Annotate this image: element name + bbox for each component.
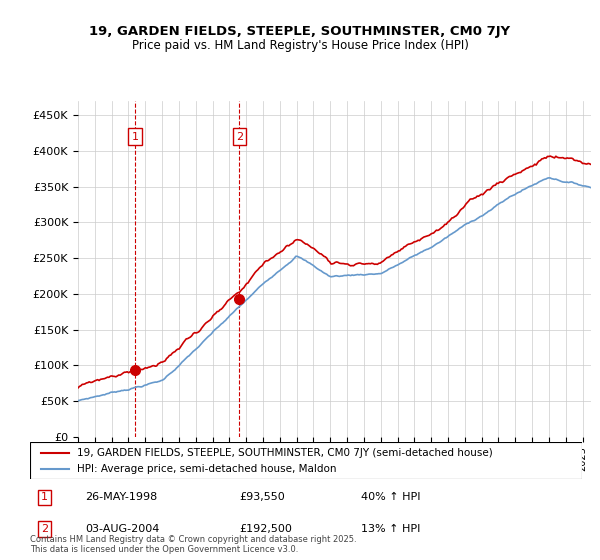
Text: Price paid vs. HM Land Registry's House Price Index (HPI): Price paid vs. HM Land Registry's House … xyxy=(131,39,469,52)
Text: £192,500: £192,500 xyxy=(240,524,293,534)
Text: 2: 2 xyxy=(236,132,243,142)
Text: 1: 1 xyxy=(41,492,48,502)
Text: 03-AUG-2004: 03-AUG-2004 xyxy=(85,524,160,534)
Text: HPI: Average price, semi-detached house, Maldon: HPI: Average price, semi-detached house,… xyxy=(77,464,337,474)
Text: Contains HM Land Registry data © Crown copyright and database right 2025.
This d: Contains HM Land Registry data © Crown c… xyxy=(30,535,356,554)
Text: 19, GARDEN FIELDS, STEEPLE, SOUTHMINSTER, CM0 7JY: 19, GARDEN FIELDS, STEEPLE, SOUTHMINSTER… xyxy=(89,25,511,38)
Text: 26-MAY-1998: 26-MAY-1998 xyxy=(85,492,157,502)
Text: 40% ↑ HPI: 40% ↑ HPI xyxy=(361,492,421,502)
Text: 1: 1 xyxy=(131,132,139,142)
Text: 2: 2 xyxy=(41,524,48,534)
FancyBboxPatch shape xyxy=(30,442,582,479)
Text: £93,550: £93,550 xyxy=(240,492,286,502)
Text: 19, GARDEN FIELDS, STEEPLE, SOUTHMINSTER, CM0 7JY (semi-detached house): 19, GARDEN FIELDS, STEEPLE, SOUTHMINSTER… xyxy=(77,447,493,458)
Text: 13% ↑ HPI: 13% ↑ HPI xyxy=(361,524,421,534)
